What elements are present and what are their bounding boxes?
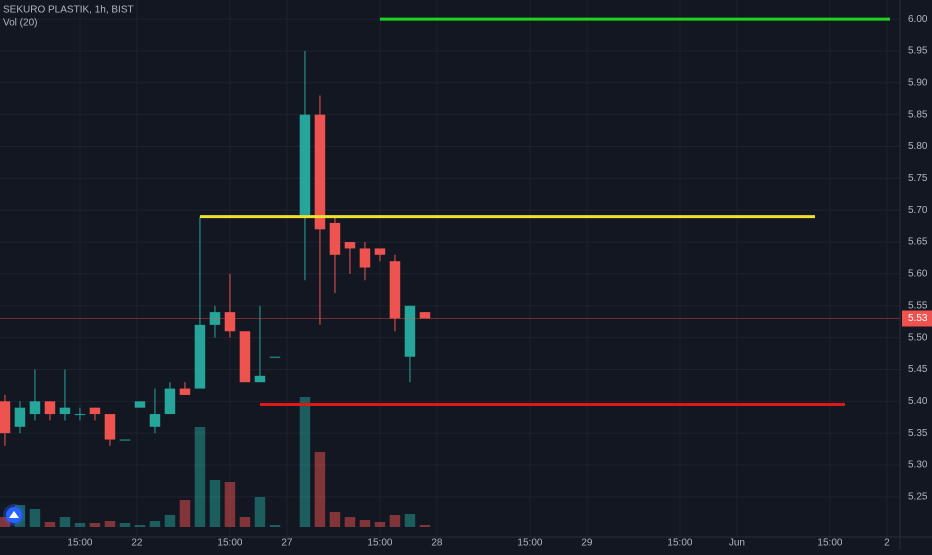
- y-tick-label: 5.40: [908, 396, 928, 407]
- volume-bar: [269, 525, 281, 527]
- volume-bar: [239, 517, 251, 527]
- chart-title: SEKURO PLASTIK, 1h, BIST: [3, 5, 134, 16]
- x-tick-label: 15:00: [817, 538, 842, 549]
- candle-body: [149, 414, 161, 427]
- volume-bar: [0, 517, 11, 527]
- volume-bar: [329, 512, 341, 527]
- candle-body: [194, 324, 206, 389]
- candle-body: [404, 305, 416, 357]
- volume-bar: [134, 525, 146, 527]
- volume-bar: [314, 452, 326, 527]
- candle-body: [389, 261, 401, 319]
- x-tick-label: 22: [131, 538, 143, 549]
- candle-body: [14, 407, 26, 427]
- x-tick-label: 15:00: [217, 538, 242, 549]
- candle-body: [344, 242, 356, 249]
- candle-body: [74, 414, 86, 416]
- x-tick-label: 15:00: [367, 538, 392, 549]
- x-tick-label: 29: [581, 538, 593, 549]
- y-tick-label: 5.70: [908, 205, 928, 216]
- y-tick-label: 5.65: [908, 237, 928, 248]
- x-tick-label: 15:00: [667, 538, 692, 549]
- volume-bar: [119, 523, 131, 527]
- candle-body: [29, 401, 41, 415]
- candle-body: [164, 388, 176, 415]
- volume-bar: [389, 515, 401, 527]
- x-tick-label: 15:00: [517, 538, 542, 549]
- volume-bar: [344, 517, 356, 527]
- candle-body: [329, 222, 341, 255]
- volume-bar: [179, 500, 191, 527]
- candle-body: [134, 401, 146, 408]
- volume-bar: [29, 509, 41, 527]
- volume-bar: [74, 523, 86, 527]
- x-tick-label: Jun: [729, 538, 745, 549]
- candle-body: [119, 439, 131, 441]
- candle-body: [239, 331, 251, 383]
- logo: [3, 504, 25, 526]
- volume-bar: [404, 514, 416, 527]
- y-tick-label: 5.35: [908, 428, 928, 439]
- candle-body: [44, 401, 56, 415]
- y-tick-label: 5.85: [908, 109, 928, 120]
- candle-body: [359, 248, 371, 268]
- candle-body: [179, 388, 191, 395]
- volume-bar: [164, 515, 176, 527]
- volume-bar: [299, 397, 311, 527]
- candle-body: [314, 114, 326, 230]
- y-tick-label: 5.55: [908, 300, 928, 311]
- y-tick-label: 5.95: [908, 46, 928, 57]
- y-tick-label: 5.50: [908, 332, 928, 343]
- grid: [0, 0, 900, 537]
- candle-body: [419, 312, 431, 319]
- volume-bar: [104, 521, 116, 527]
- candle-body: [59, 407, 71, 415]
- volume-bar: [89, 523, 101, 527]
- volume-bar: [59, 517, 71, 527]
- volume-bar: [419, 525, 431, 527]
- last-price-box: [902, 310, 932, 327]
- y-tick-label: 5.30: [908, 460, 928, 471]
- x-tick-label: 27: [281, 538, 293, 549]
- y-tick-label: 5.90: [908, 77, 928, 88]
- x-tick-label: 28: [431, 538, 443, 549]
- y-tick-label: 5.25: [908, 492, 928, 503]
- volume-bar: [209, 480, 221, 527]
- candle-body: [299, 114, 311, 217]
- plot: [0, 17, 900, 527]
- y-tick-label: 5.60: [908, 269, 928, 280]
- y-tick-label: 6.00: [908, 14, 928, 25]
- volume-bar: [194, 427, 206, 527]
- x-tick-label: 15:00: [67, 538, 92, 549]
- volume-bar: [254, 497, 266, 527]
- candle-body: [104, 414, 116, 440]
- volume-bar: [359, 520, 371, 527]
- candle-body: [374, 248, 386, 255]
- indicator-label: Vol (20): [3, 18, 37, 29]
- y-tick-label: 5.45: [908, 364, 928, 375]
- volume-bar: [224, 482, 236, 527]
- last-price-label: 5.53: [908, 313, 928, 324]
- volume-bar: [374, 522, 386, 527]
- candle-body: [224, 312, 236, 332]
- volume-bar: [149, 521, 161, 527]
- candle-body: [269, 356, 281, 358]
- y-tick-label: 5.80: [908, 141, 928, 152]
- candle-body: [0, 401, 11, 434]
- volume-bar: [44, 522, 56, 527]
- candle-body: [254, 375, 266, 383]
- candle-body: [89, 407, 101, 415]
- x-tick-label: 2: [884, 538, 890, 549]
- y-tick-label: 5.75: [908, 173, 928, 184]
